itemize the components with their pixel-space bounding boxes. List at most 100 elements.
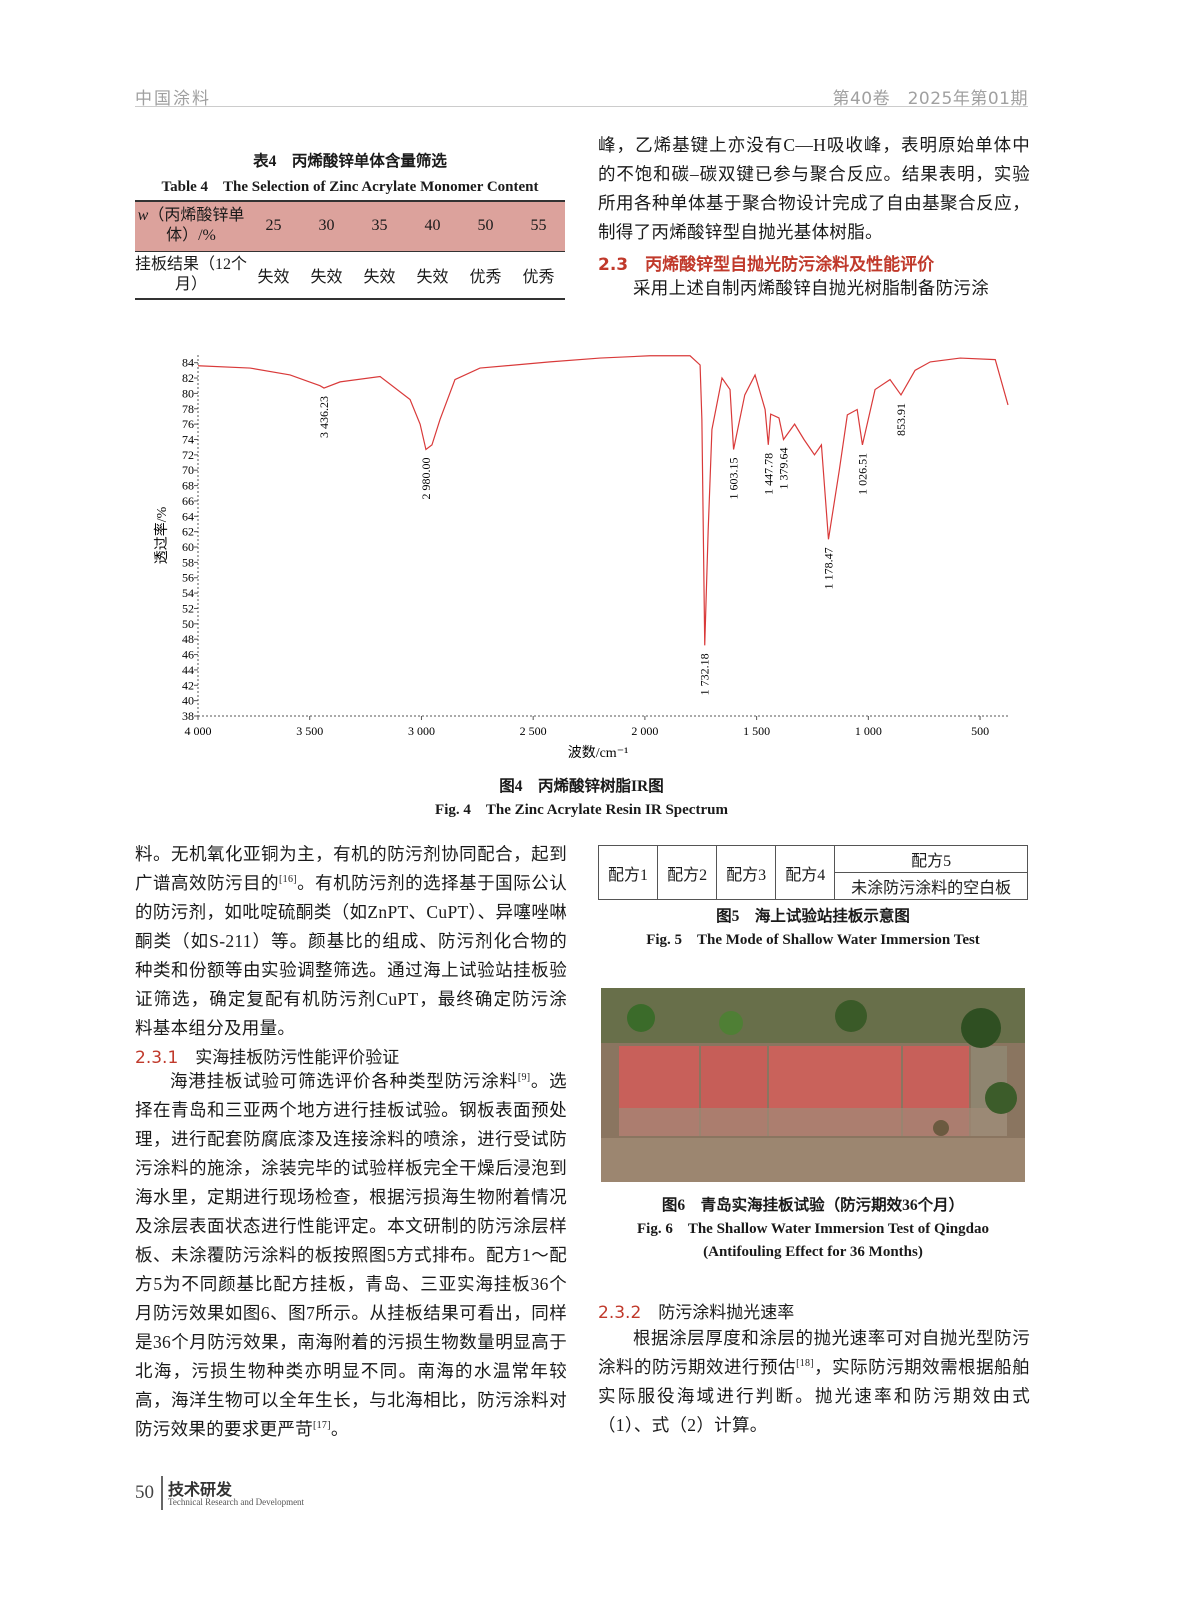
y-tick-label: 84: [182, 356, 194, 370]
table-header: w（丙烯酸锌单体）/% 25 30 35 40 50 55: [135, 201, 565, 251]
x-tick-label: 2 500: [520, 724, 547, 738]
figure-caption: 图5 海上试验站挂板示意图: [716, 908, 910, 925]
x-tick-label: 1 000: [855, 724, 882, 738]
photo: [601, 988, 1025, 1182]
x-tick-label: 500: [971, 724, 989, 738]
peak-label: 1 379.64: [777, 447, 791, 489]
text: 。选择在青岛和三亚两个地方进行挂板试验。钢板表面预处理，进行配套防腐底漆及连接涂…: [135, 1071, 567, 1439]
cell: 失效: [257, 268, 290, 286]
y-tick-label: 82: [182, 371, 194, 385]
y-tick-label: 64: [182, 509, 194, 523]
y-tick-label: 50: [182, 617, 194, 631]
paragraph: 根据涂层厚度和涂层的抛光速率可对自抛光型防污涂料的防污期效进行预估[18]，实际…: [598, 1324, 1030, 1440]
y-tick-label: 66: [182, 494, 194, 508]
text: ，实际防污期效需根据船舶实际服役海域进行判断。抛光速率和防污期效由式（1）、式（…: [598, 1357, 1030, 1435]
y-tick-label: 60: [182, 540, 194, 554]
peak-label: 3 436.23: [317, 396, 331, 438]
cell: 配方5: [834, 845, 1028, 873]
cell: 优秀: [522, 268, 555, 286]
cell: 配方4: [775, 845, 836, 900]
figure-caption-en: Fig. 6 The Shallow Water Immersion Test …: [637, 1221, 989, 1237]
cell: 未涂防污涂料的空白板: [834, 872, 1028, 900]
y-tick-label: 46: [182, 648, 194, 662]
row-label: 挂板结果（12个月）: [135, 255, 248, 293]
x-tick-label: 3 500: [296, 724, 323, 738]
cell: 25: [265, 217, 282, 235]
citation: [16]: [279, 874, 297, 886]
y-tick-label: 58: [182, 555, 194, 569]
paragraph: 海港挂板试验可筛选评价各种类型防污涂料[9]。选择在青岛和三亚两个地方进行挂板试…: [135, 1067, 567, 1444]
text: 。: [330, 1419, 349, 1439]
heading-number: 2.3.1: [135, 1048, 179, 1068]
cell: 配方3: [716, 845, 777, 900]
peak-label: 2 980.00: [419, 457, 433, 499]
figure-caption-en: Fig. 4 The Zinc Acrylate Resin IR Spectr…: [435, 802, 728, 818]
citation: [9]: [517, 1072, 531, 1084]
peak-label: 1 026.51: [855, 453, 869, 495]
cell: 配方1: [597, 845, 659, 900]
table-caption-en: Table 4 The Selection of Zinc Acrylate M…: [161, 179, 539, 195]
cell: 失效: [363, 268, 396, 286]
y-tick-label: 42: [182, 678, 194, 692]
journal-name: 中国涂料: [135, 89, 211, 109]
text: 海港挂板试验可筛选评价各种类型防污涂料: [170, 1071, 518, 1091]
figure5-table: 配方1 配方2 配方3 配方4 配方5 未涂防污涂料的空白板: [597, 845, 1028, 900]
footer-section: 技术研发: [168, 1480, 233, 1499]
peak-label: 1 732.18: [698, 653, 712, 695]
cell: 35: [371, 217, 388, 235]
y-tick-label: 48: [182, 632, 194, 646]
y-tick-label: 80: [182, 386, 194, 400]
cell: 50: [477, 217, 494, 235]
x-tick-label: 1 500: [743, 724, 770, 738]
page-number: 50: [135, 1482, 154, 1503]
peak-label: 1 447.78: [761, 453, 775, 495]
y-tick-label: 52: [182, 601, 194, 615]
paragraph: 采用上述自制丙烯酸锌自抛光树脂制备防污涂: [633, 278, 989, 298]
y-tick-label: 62: [182, 525, 194, 539]
cell-text: （丙烯酸锌单体）/%: [148, 207, 245, 245]
cell-text: w: [137, 207, 149, 225]
section-heading: 2.3 丙烯酸锌型自抛光防污涂料及性能评价: [598, 250, 934, 275]
figure-caption-en: (Antifouling Effect for 36 Months): [703, 1244, 923, 1260]
subsection-heading: 2.3.2 防污涂料抛光速率: [598, 1298, 794, 1323]
cell: 40: [424, 217, 441, 235]
cell: 配方2: [657, 845, 718, 900]
x-tick-label: 2 000: [631, 724, 658, 738]
heading-number: 2.3.2: [598, 1303, 642, 1323]
figure-caption: 图6 青岛实海挂板试验（防污期效36个月）: [661, 1197, 965, 1214]
x-tick-label: 4 000: [185, 724, 212, 738]
text: 根据涂层厚度和涂层的抛光速率可对自抛光型防污涂料的防污期效进行预估: [598, 1328, 1030, 1377]
peak-label: 853.91: [894, 403, 908, 436]
table-caption: 表4 丙烯酸锌单体含量筛选: [253, 153, 447, 170]
citation: [18]: [796, 1358, 814, 1370]
y-tick-label: 54: [182, 586, 194, 600]
subsection-heading: 2.3.1 实海挂板防污性能评价验证: [135, 1043, 399, 1068]
y-tick-label: 38: [182, 709, 194, 723]
y-tick-label: 44: [182, 663, 194, 677]
y-tick-label: 78: [182, 402, 194, 416]
figure-caption: 图4 丙烯酸锌树脂IR图: [499, 778, 664, 795]
spectrum-line: [197, 355, 1009, 646]
header-rule: [135, 106, 1028, 107]
peak-label: 1 603.15: [727, 457, 741, 499]
heading-number: 2.3: [598, 255, 629, 275]
heading-text: 实海挂板防污性能评价验证: [195, 1048, 400, 1068]
y-tick-label: 40: [182, 694, 194, 708]
y-tick-label: 72: [182, 448, 194, 462]
table: w（丙烯酸锌单体）/% 25 30 35 40 50 55 挂板结果（12个月）…: [135, 200, 565, 300]
citation: [17]: [313, 1420, 331, 1432]
y-tick-label: 76: [182, 417, 194, 431]
y-axis-label: 透过率/%: [153, 506, 170, 564]
issue: 第40卷 2025年第01期: [832, 89, 1028, 109]
cell: 30: [318, 217, 335, 235]
footer-section-en: Technical Research and Development: [168, 1497, 305, 1507]
heading-text: 防污涂料抛光速率: [658, 1303, 795, 1323]
figure-caption-en: Fig. 5 The Mode of Shallow Water Immersi…: [646, 932, 980, 948]
cell: 优秀: [469, 268, 502, 286]
x-axis-label: 波数/cm⁻¹: [568, 745, 629, 761]
x-tick-label: 3 000: [408, 724, 435, 738]
heading-text: 丙烯酸锌型自抛光防污涂料及性能评价: [645, 255, 935, 275]
y-tick-label: 70: [182, 463, 194, 477]
cell: 失效: [310, 268, 343, 286]
